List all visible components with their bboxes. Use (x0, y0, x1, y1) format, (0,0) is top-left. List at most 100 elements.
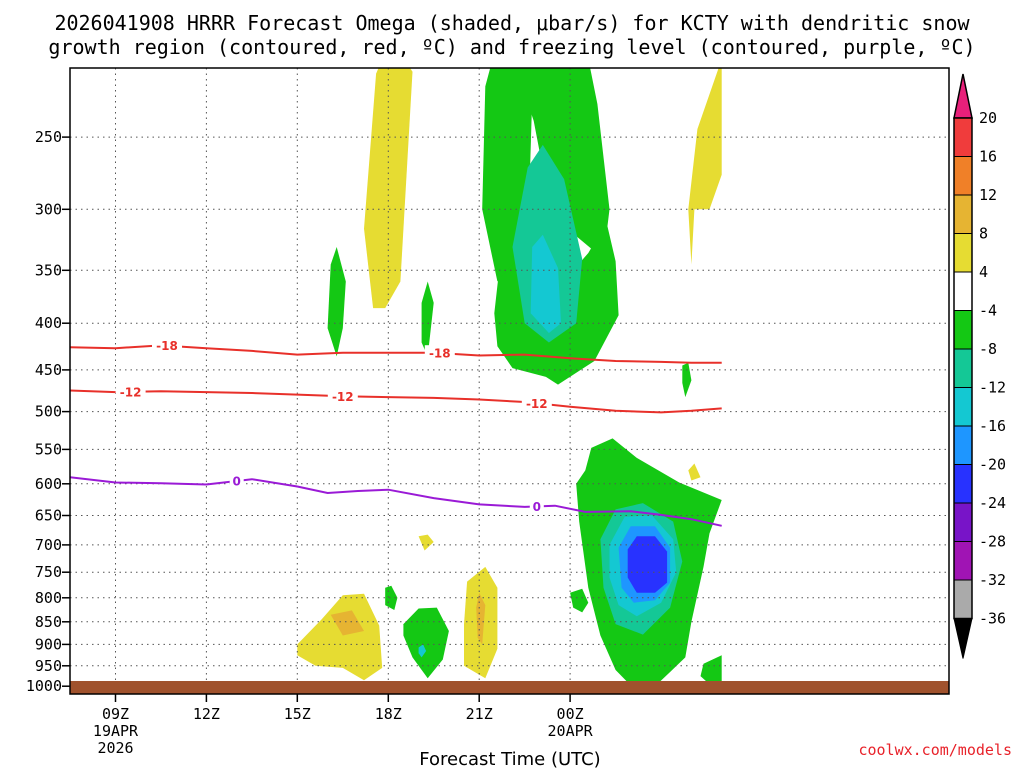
y-tick-label-950: 950 (35, 657, 62, 675)
x-tick-label-18Z: 18Z (375, 705, 402, 723)
colorbar-label--4: -4 (979, 302, 997, 320)
colorbar-label--16: -16 (979, 417, 1006, 435)
contour-label-0-1: -18 (429, 347, 451, 361)
x-tick-label-09Z: 09Z (102, 705, 129, 723)
omega-area-3-4 (297, 593, 383, 681)
contour-label-bg-2-0 (229, 473, 244, 489)
colorbar-label-16: 16 (979, 148, 997, 166)
contour-label-0-0: -18 (156, 339, 178, 353)
omega-area-3-5 (330, 610, 364, 636)
omega-area-3-2 (688, 463, 701, 481)
colorbar-top-arrow (953, 73, 973, 119)
y-tick-label-500: 500 (35, 403, 62, 421)
y-tick-label-1000: 1000 (26, 677, 62, 695)
omega-area-2-1 (421, 281, 434, 357)
omega-area-3-7 (476, 592, 486, 645)
omega-area-2-6 (570, 588, 589, 613)
omega-area-2-4 (403, 607, 449, 679)
colorbar-swatch-4 (953, 271, 973, 311)
omega-colorbar: 20 16 12 8 4 -4 -8 -12 -16 -20 -24 -28 -32 -36 (953, 73, 1006, 659)
contour-label-2-1: 0 (533, 500, 541, 514)
contour-label-1-1: -12 (332, 390, 354, 404)
x-tick-date-20APR: 20APR (548, 722, 594, 740)
source-credit: coolwx.com/models (858, 741, 1012, 759)
colorbar-swatch-1 (953, 156, 973, 196)
colorbar-swatch-3 (953, 233, 973, 273)
x-tick-label-21Z: 21Z (466, 705, 493, 723)
colorbar-label--12: -12 (979, 379, 1006, 397)
colorbar-swatch-12 (953, 579, 973, 619)
omega-shading (297, 68, 722, 687)
colorbar-label-8: 8 (979, 225, 988, 243)
omega-area-3-3 (418, 534, 434, 551)
colorbar-swatch-7 (953, 387, 973, 427)
omega-area-2-0 (327, 247, 346, 357)
colorbar-label--20: -20 (979, 456, 1006, 474)
contour-label-bg-0-1 (424, 345, 455, 362)
contour-label-1-2: -12 (526, 397, 548, 411)
y-tick-label-900: 900 (35, 635, 62, 653)
y-tick-label-700: 700 (35, 536, 62, 554)
gridlines (70, 68, 949, 694)
omega-area-3-1 (688, 68, 722, 265)
colorbar-label-4: 4 (979, 263, 988, 281)
colorbar-swatch-11 (953, 541, 973, 581)
temperature-contours: -18 -18 -12 -12 -12 0 0 (70, 337, 722, 527)
y-tick-label-600: 600 (35, 475, 62, 493)
colorbar-label--28: -28 (979, 533, 1006, 551)
x-tick-label-00Z: 00Z (557, 705, 584, 723)
contour-label-bg-2-1 (529, 498, 544, 515)
colorbar-label--32: -32 (979, 571, 1006, 589)
y-tick-label-550: 550 (35, 440, 62, 458)
y-tick-label-250: 250 (35, 128, 62, 146)
x-tick-year-2026: 2026 (97, 739, 133, 757)
chart-title-line-1: 2026041908 HRRR Forecast Omega (shaded, … (54, 11, 970, 35)
y-tick-label-300: 300 (35, 200, 62, 218)
terrain-ground-bar (70, 681, 949, 694)
contour-label-bg-1-2 (521, 395, 552, 412)
omega-area-1-4 (627, 536, 668, 593)
colorbar-swatch-8 (953, 425, 973, 465)
x-tick-date-19APR: 19APR (93, 722, 139, 740)
colorbar-label--8: -8 (979, 340, 997, 358)
colorbar-swatch-9 (953, 464, 973, 504)
colorbar-label--24: -24 (979, 494, 1006, 512)
contour-line-2 (70, 476, 722, 527)
pressure-axis: 250 300 350 400 450 500 550 600 650 700 750 800 850 9… (26, 128, 70, 695)
contour-label-bg-1-1 (327, 388, 358, 405)
x-tick-label-12Z: 12Z (193, 705, 220, 723)
contour-label-2-0: 0 (233, 475, 241, 489)
colorbar-swatch-2 (953, 194, 973, 234)
colorbar-label--36: -36 (979, 610, 1006, 628)
colorbar-swatch-5 (953, 310, 973, 350)
omega-area-1-5 (700, 655, 722, 685)
y-tick-label-350: 350 (35, 261, 62, 279)
contour-label-bg-1-0 (115, 383, 146, 400)
x-tick-label-15Z: 15Z (284, 705, 311, 723)
colorbar-swatch-0 (953, 117, 973, 157)
contour-label-1-0: -12 (120, 385, 142, 399)
omega-area-2-2 (682, 362, 692, 398)
colorbar-label-20: 20 (979, 109, 997, 127)
chart-title-line-2: growth region (contoured, red, ºC) and f… (48, 35, 975, 59)
y-tick-label-850: 850 (35, 613, 62, 631)
colorbar-label-12: 12 (979, 186, 997, 204)
plot-area: -18 -18 -12 -12 -12 0 0 (69, 67, 950, 695)
omega-area-2-5 (418, 644, 427, 658)
omega-area-0-4 (530, 234, 561, 333)
colorbar-frame (953, 117, 973, 620)
contour-line-1 (70, 389, 722, 414)
x-axis-title: Forecast Time (UTC) (419, 749, 600, 768)
plot-frame (69, 67, 950, 695)
omega-area-3-0 (364, 68, 413, 309)
colorbar-swatch-10 (953, 502, 973, 542)
omega-area-0-3 (512, 144, 583, 343)
y-tick-label-800: 800 (35, 589, 62, 607)
y-tick-label-400: 400 (35, 314, 62, 332)
y-tick-label-650: 650 (35, 507, 62, 525)
y-tick-label-750: 750 (35, 563, 62, 581)
colorbar-bottom-arrow (953, 618, 973, 659)
contour-line-0 (70, 344, 722, 364)
